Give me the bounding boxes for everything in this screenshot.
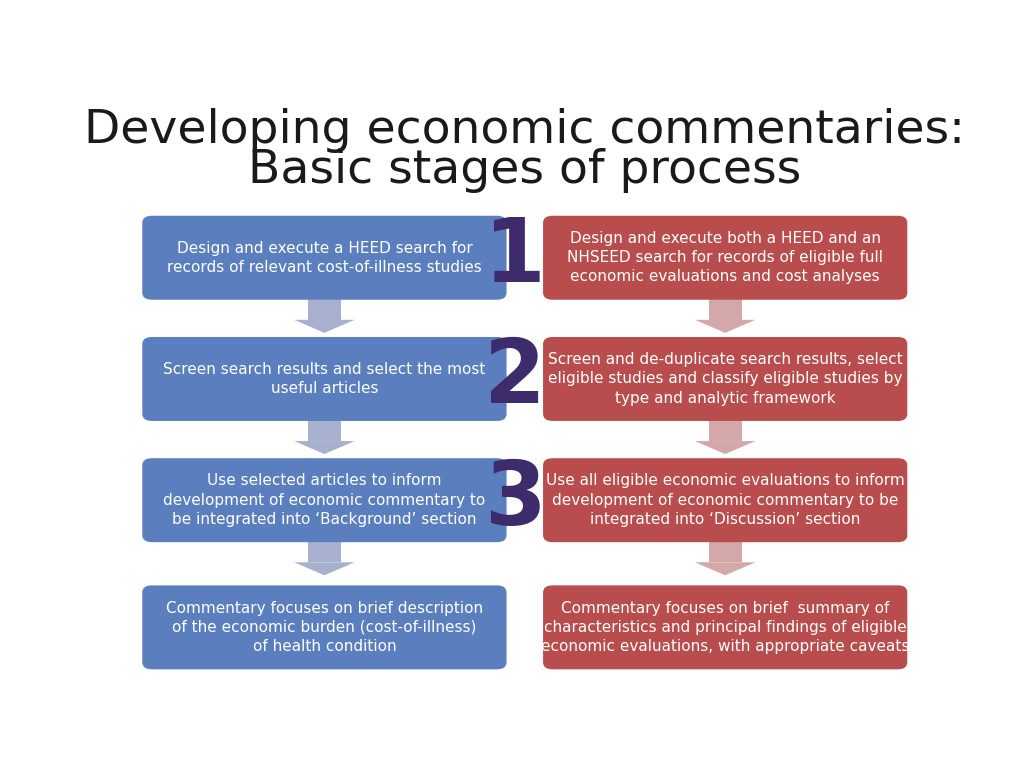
Text: Screen search results and select the most
useful articles: Screen search results and select the mos…	[163, 362, 485, 396]
FancyBboxPatch shape	[308, 540, 341, 562]
Text: Developing economic commentaries:: Developing economic commentaries:	[84, 108, 966, 153]
Text: 1: 1	[484, 214, 546, 301]
FancyBboxPatch shape	[543, 585, 907, 670]
Text: 3: 3	[484, 457, 546, 544]
Polygon shape	[695, 441, 756, 454]
FancyBboxPatch shape	[709, 419, 741, 441]
Text: Use all eligible economic evaluations to inform
development of economic commenta: Use all eligible economic evaluations to…	[546, 474, 904, 527]
FancyBboxPatch shape	[543, 216, 907, 300]
FancyBboxPatch shape	[709, 540, 741, 562]
Polygon shape	[294, 319, 354, 333]
FancyBboxPatch shape	[709, 297, 741, 319]
Text: Use selected articles to inform
development of economic commentary to
be integra: Use selected articles to inform developm…	[163, 474, 485, 527]
FancyBboxPatch shape	[142, 458, 507, 542]
Polygon shape	[695, 562, 756, 575]
Text: Screen and de-duplicate search results, select
eligible studies and classify eli: Screen and de-duplicate search results, …	[548, 353, 902, 406]
Text: 2: 2	[484, 336, 546, 422]
Text: Design and execute a HEED search for
records of relevant cost-of-illness studies: Design and execute a HEED search for rec…	[167, 240, 481, 275]
FancyBboxPatch shape	[142, 585, 507, 670]
FancyBboxPatch shape	[308, 419, 341, 441]
Polygon shape	[294, 562, 354, 575]
FancyBboxPatch shape	[543, 337, 907, 421]
Polygon shape	[294, 441, 354, 454]
Text: Design and execute both a HEED and an
NHSEED search for records of eligible full: Design and execute both a HEED and an NH…	[567, 231, 883, 284]
FancyBboxPatch shape	[142, 337, 507, 421]
Text: Commentary focuses on brief description
of the economic burden (cost-of-illness): Commentary focuses on brief description …	[166, 601, 483, 654]
FancyBboxPatch shape	[142, 216, 507, 300]
FancyBboxPatch shape	[308, 297, 341, 319]
Text: Basic stages of process: Basic stages of process	[248, 147, 802, 193]
Text: Commentary focuses on brief  summary of
characteristics and principal findings o: Commentary focuses on brief summary of c…	[541, 601, 909, 654]
Polygon shape	[695, 319, 756, 333]
FancyBboxPatch shape	[543, 458, 907, 542]
